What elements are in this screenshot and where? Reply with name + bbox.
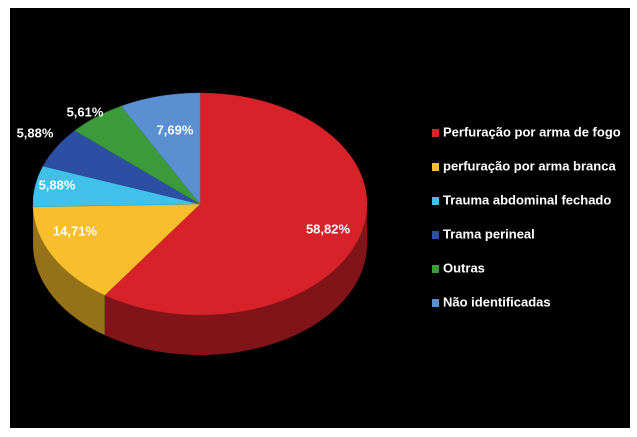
- slice-side: [33, 206, 105, 336]
- legend-marker: [432, 163, 439, 171]
- slice-side: [104, 204, 368, 355]
- legend-marker: [432, 231, 439, 239]
- legend-label: Outras: [443, 260, 485, 275]
- data-label: 5,61%: [67, 104, 104, 119]
- slice: [32, 203, 201, 296]
- legend-label: Não identificadas: [443, 294, 551, 309]
- legend-label: Trama perineal: [443, 226, 535, 241]
- legend-marker: [432, 265, 439, 273]
- slice: [120, 92, 201, 205]
- legend-marker: [432, 299, 439, 307]
- data-label: 5,88%: [39, 177, 76, 192]
- data-label: 7,69%: [157, 122, 194, 137]
- data-label: 14,71%: [53, 223, 98, 238]
- legend-marker: [432, 197, 439, 205]
- legend-label: perfuração por arma branca: [443, 158, 616, 173]
- legend-label: Perfuração por arma de fogo: [443, 124, 621, 139]
- slice: [104, 92, 368, 316]
- data-label: 5,88%: [17, 125, 54, 140]
- legend-label: Trauma abdominal fechado: [443, 192, 611, 207]
- data-label: 58,82%: [306, 221, 351, 236]
- legend-marker: [432, 129, 439, 137]
